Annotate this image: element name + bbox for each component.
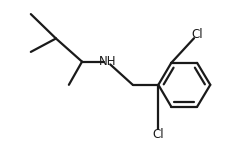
Text: NH: NH [98, 55, 116, 68]
Text: Cl: Cl [191, 28, 203, 41]
Text: Cl: Cl [153, 128, 164, 141]
